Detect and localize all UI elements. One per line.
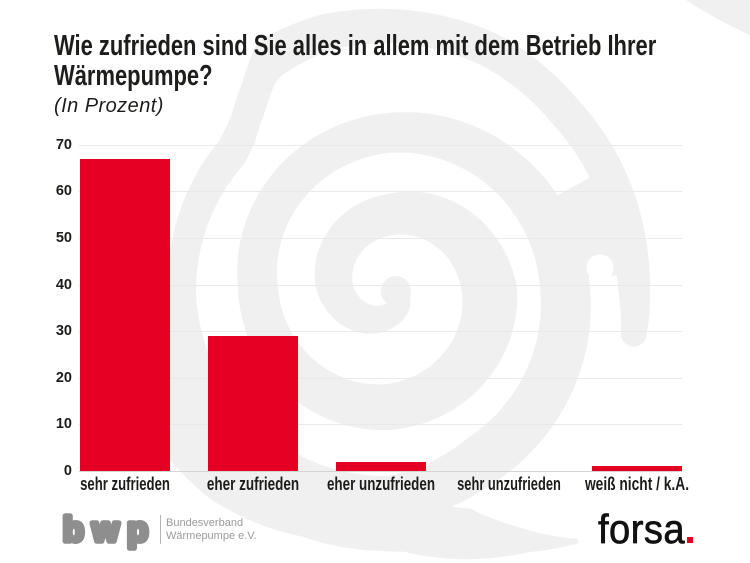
svg-text:bwp: bwp bbox=[63, 511, 156, 549]
